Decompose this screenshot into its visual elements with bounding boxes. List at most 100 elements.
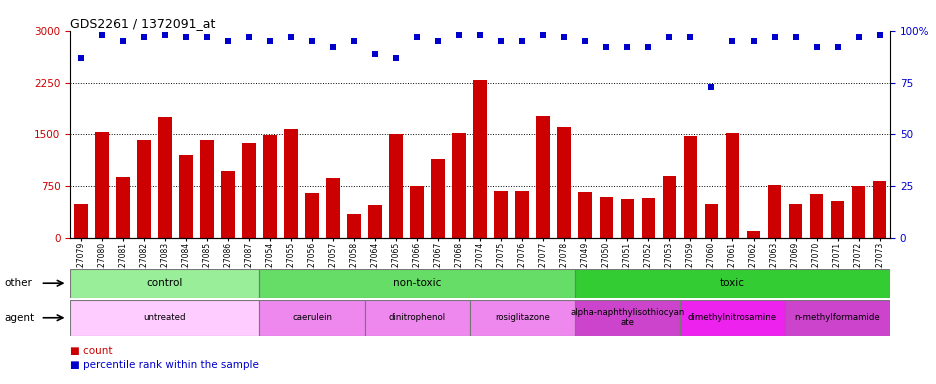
Point bbox=[787, 34, 802, 40]
Bar bbox=[70, 269, 259, 298]
Point bbox=[578, 38, 592, 44]
Point bbox=[262, 38, 277, 44]
Bar bbox=[410, 186, 423, 238]
Point bbox=[661, 34, 676, 40]
Bar bbox=[784, 300, 889, 336]
Bar bbox=[74, 204, 88, 238]
Point bbox=[620, 44, 635, 50]
Bar bbox=[347, 214, 360, 238]
Bar bbox=[788, 204, 801, 238]
Text: non-toxic: non-toxic bbox=[392, 278, 441, 288]
Point bbox=[850, 34, 865, 40]
Text: dimethylnitrosamine: dimethylnitrosamine bbox=[687, 313, 776, 322]
Bar bbox=[364, 300, 469, 336]
Point bbox=[808, 44, 823, 50]
Bar bbox=[326, 178, 340, 238]
Bar bbox=[137, 140, 151, 238]
Bar bbox=[683, 136, 696, 238]
Point bbox=[472, 32, 487, 38]
Point bbox=[535, 32, 550, 38]
Point bbox=[95, 32, 110, 38]
Point bbox=[199, 34, 214, 40]
Point bbox=[871, 32, 886, 38]
Bar bbox=[746, 231, 759, 238]
Bar bbox=[241, 143, 256, 238]
Bar bbox=[431, 159, 445, 238]
Text: untreated: untreated bbox=[143, 313, 186, 322]
Text: dinitrophenol: dinitrophenol bbox=[388, 313, 446, 322]
Point bbox=[767, 34, 782, 40]
Bar bbox=[494, 191, 507, 238]
Bar bbox=[284, 129, 298, 238]
Point bbox=[493, 38, 508, 44]
Bar bbox=[200, 140, 213, 238]
Text: caerulein: caerulein bbox=[292, 313, 331, 322]
Bar bbox=[680, 300, 784, 336]
Bar bbox=[851, 185, 865, 238]
Text: agent: agent bbox=[5, 313, 35, 323]
Point bbox=[220, 38, 235, 44]
Bar bbox=[473, 81, 487, 238]
Bar bbox=[662, 176, 676, 238]
Point bbox=[137, 34, 152, 40]
Text: ■ percentile rank within the sample: ■ percentile rank within the sample bbox=[70, 360, 259, 370]
Point bbox=[367, 50, 382, 56]
Text: rosiglitazone: rosiglitazone bbox=[494, 313, 549, 322]
Bar bbox=[388, 134, 402, 238]
Point bbox=[178, 34, 193, 40]
Point bbox=[598, 44, 613, 50]
Bar bbox=[305, 193, 318, 238]
Point bbox=[409, 34, 424, 40]
Bar bbox=[469, 300, 574, 336]
Point bbox=[703, 84, 718, 90]
Point bbox=[724, 38, 739, 44]
Point bbox=[304, 38, 319, 44]
Bar bbox=[452, 133, 465, 238]
Text: toxic: toxic bbox=[719, 278, 744, 288]
Bar bbox=[536, 116, 549, 238]
Point bbox=[388, 55, 403, 61]
Bar bbox=[704, 204, 718, 238]
Point bbox=[73, 55, 88, 61]
Text: control: control bbox=[147, 278, 183, 288]
Bar bbox=[724, 133, 739, 238]
Point bbox=[431, 38, 446, 44]
Point bbox=[451, 32, 466, 38]
Bar bbox=[830, 202, 843, 238]
Point bbox=[115, 38, 130, 44]
Bar bbox=[620, 199, 634, 238]
Bar bbox=[259, 269, 574, 298]
Point bbox=[241, 34, 256, 40]
Text: GDS2261 / 1372091_at: GDS2261 / 1372091_at bbox=[70, 17, 215, 30]
Bar bbox=[158, 117, 171, 238]
Point bbox=[556, 34, 571, 40]
Bar bbox=[578, 192, 592, 238]
Bar bbox=[557, 127, 571, 238]
Point bbox=[745, 38, 760, 44]
Bar bbox=[574, 300, 680, 336]
Bar bbox=[116, 177, 129, 238]
Bar bbox=[95, 132, 109, 238]
Bar bbox=[263, 135, 276, 238]
Bar bbox=[179, 155, 193, 238]
Bar bbox=[574, 269, 889, 298]
Bar bbox=[871, 181, 885, 238]
Bar bbox=[809, 194, 823, 238]
Point bbox=[640, 44, 655, 50]
Text: ■ count: ■ count bbox=[70, 346, 112, 356]
Bar bbox=[599, 197, 612, 238]
Bar bbox=[515, 191, 529, 238]
Text: n-methylformamide: n-methylformamide bbox=[794, 313, 880, 322]
Text: alpha-naphthylisothiocyan
ate: alpha-naphthylisothiocyan ate bbox=[570, 308, 684, 328]
Bar bbox=[767, 185, 781, 238]
Bar bbox=[70, 300, 259, 336]
Point bbox=[325, 44, 340, 50]
Bar bbox=[641, 198, 654, 238]
Point bbox=[829, 44, 844, 50]
Point bbox=[514, 38, 529, 44]
Point bbox=[157, 32, 172, 38]
Bar bbox=[221, 171, 235, 238]
Bar bbox=[368, 205, 382, 238]
Point bbox=[346, 38, 361, 44]
Bar bbox=[259, 300, 364, 336]
